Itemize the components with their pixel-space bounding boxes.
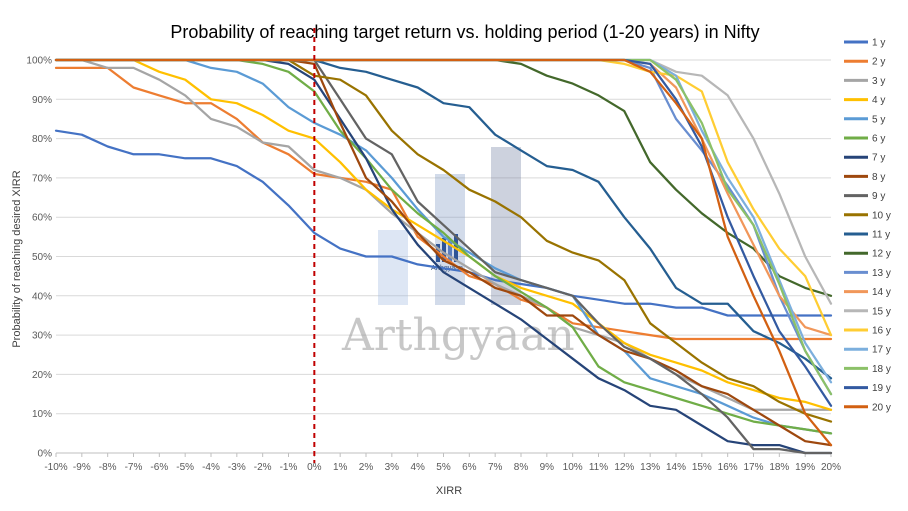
axes: 0% 10% 20% 30% 40% 50% 60% 70% 80% 90% 100% -10% -9%… — [26, 56, 841, 474]
y-tick-label: 10% — [32, 409, 52, 420]
x-tick-label: -1% — [280, 462, 298, 473]
series-line-20y — [54, 58, 833, 447]
x-tick-label: 16% — [718, 462, 738, 473]
legend-label: 17 y — [872, 345, 891, 356]
watermark-text: Arthgyaan — [341, 310, 575, 361]
x-tick-label: 7% — [488, 462, 503, 473]
legend-label: 11 y — [872, 230, 890, 241]
y-tick-label: 50% — [32, 252, 52, 263]
y-tick-label: 90% — [32, 95, 52, 106]
x-tick-label: 13% — [640, 462, 660, 473]
x-tick-label: 5% — [436, 462, 451, 473]
legend-label: 16 y — [872, 326, 891, 337]
legend-label: 3 y — [872, 76, 885, 87]
chart-title: Probability of reaching target return vs… — [170, 22, 759, 42]
x-axis-title: XIRR — [436, 485, 462, 497]
legend-item: 7 y — [844, 153, 885, 164]
legend-item: 13 y — [844, 268, 891, 279]
legend-label: 18 y — [872, 364, 891, 375]
x-tick-label: 17% — [743, 462, 763, 473]
watermark-bar — [378, 230, 408, 305]
x-tick-label: 11% — [589, 462, 608, 473]
x-tick-label: 6% — [462, 462, 477, 473]
x-tick-label: 0% — [307, 462, 322, 473]
x-tick-label: 18% — [769, 462, 789, 473]
x-tick-label: -4% — [202, 462, 220, 473]
y-axis-title: Probability of reaching desired XIRR — [11, 170, 23, 347]
x-tick-label: -3% — [228, 462, 246, 473]
legend-label: 5 y — [872, 114, 885, 125]
y-tick-label: 70% — [32, 173, 52, 184]
legend-label: 19 y — [872, 383, 891, 394]
y-tick-label: 60% — [32, 213, 52, 224]
legend-label: 20 y — [872, 402, 891, 413]
series-line-2y — [54, 66, 833, 341]
series-line-1y — [54, 129, 833, 317]
legend: 1 y 2 y 3 y 4 y 5 y 6 y 7 y 8 y 9 y 10 y 11 y 12 y 1… — [844, 38, 891, 413]
legend-item: 6 y — [844, 134, 885, 145]
x-tick-label: 10% — [563, 462, 583, 473]
y-tick-label: 100% — [26, 56, 52, 67]
y-tick-label: 80% — [32, 134, 52, 145]
x-tick-label: 8% — [514, 462, 529, 473]
legend-label: 12 y — [872, 249, 891, 260]
legend-item: 20 y — [844, 402, 891, 413]
x-tick-label: -7% — [125, 462, 143, 473]
legend-item: 8 y — [844, 172, 885, 183]
y-tick-label: 40% — [32, 291, 52, 302]
y-tick-label: 0% — [38, 449, 53, 460]
legend-item: 2 y — [844, 57, 885, 68]
y-tick-label: 20% — [32, 370, 52, 381]
legend-item: 1 y — [844, 38, 885, 49]
x-tick-label: 12% — [614, 462, 634, 473]
legend-item: 14 y — [844, 287, 891, 298]
legend-item: 3 y — [844, 76, 885, 87]
series-lines — [54, 58, 833, 455]
x-tick-label: -9% — [73, 462, 91, 473]
legend-item: 17 y — [844, 345, 891, 356]
y-tick-label: 30% — [32, 331, 52, 342]
legend-label: 13 y — [872, 268, 891, 279]
legend-item: 18 y — [844, 364, 891, 375]
x-tick-label: -5% — [176, 462, 194, 473]
legend-item: 9 y — [844, 191, 885, 202]
legend-item: 10 y — [844, 210, 891, 221]
legend-label: 10 y — [872, 210, 891, 221]
legend-item: 4 y — [844, 95, 885, 106]
x-tick-label: 4% — [410, 462, 425, 473]
x-tick-label: -6% — [150, 462, 168, 473]
legend-label: 9 y — [872, 191, 885, 202]
legend-label: 8 y — [872, 172, 885, 183]
legend-label: 2 y — [872, 57, 885, 68]
legend-label: 6 y — [872, 134, 885, 145]
x-tick-label: 2% — [359, 462, 374, 473]
legend-item: 16 y — [844, 326, 891, 337]
x-tick-label: 1% — [333, 462, 348, 473]
legend-item: 15 y — [844, 306, 891, 317]
legend-label: 15 y — [872, 306, 891, 317]
legend-label: 7 y — [872, 153, 885, 164]
x-tick-label: 19% — [795, 462, 815, 473]
x-tick-label: 14% — [666, 462, 686, 473]
x-tick-label: -2% — [254, 462, 272, 473]
x-tick-label: -8% — [99, 462, 117, 473]
legend-label: 14 y — [872, 287, 891, 298]
x-tick-label: 9% — [540, 462, 555, 473]
legend-item: 19 y — [844, 383, 891, 394]
x-tick-label: 3% — [385, 462, 400, 473]
legend-label: 4 y — [872, 95, 885, 106]
series-line-4y — [54, 58, 833, 411]
x-tick-label: 20% — [821, 462, 841, 473]
legend-item: 11 y — [844, 230, 890, 241]
legend-item: 5 y — [844, 114, 885, 125]
x-tick-label: -10% — [44, 462, 67, 473]
legend-label: 1 y — [872, 38, 885, 49]
legend-item: 12 y — [844, 249, 891, 260]
x-tick-label: 15% — [692, 462, 712, 473]
